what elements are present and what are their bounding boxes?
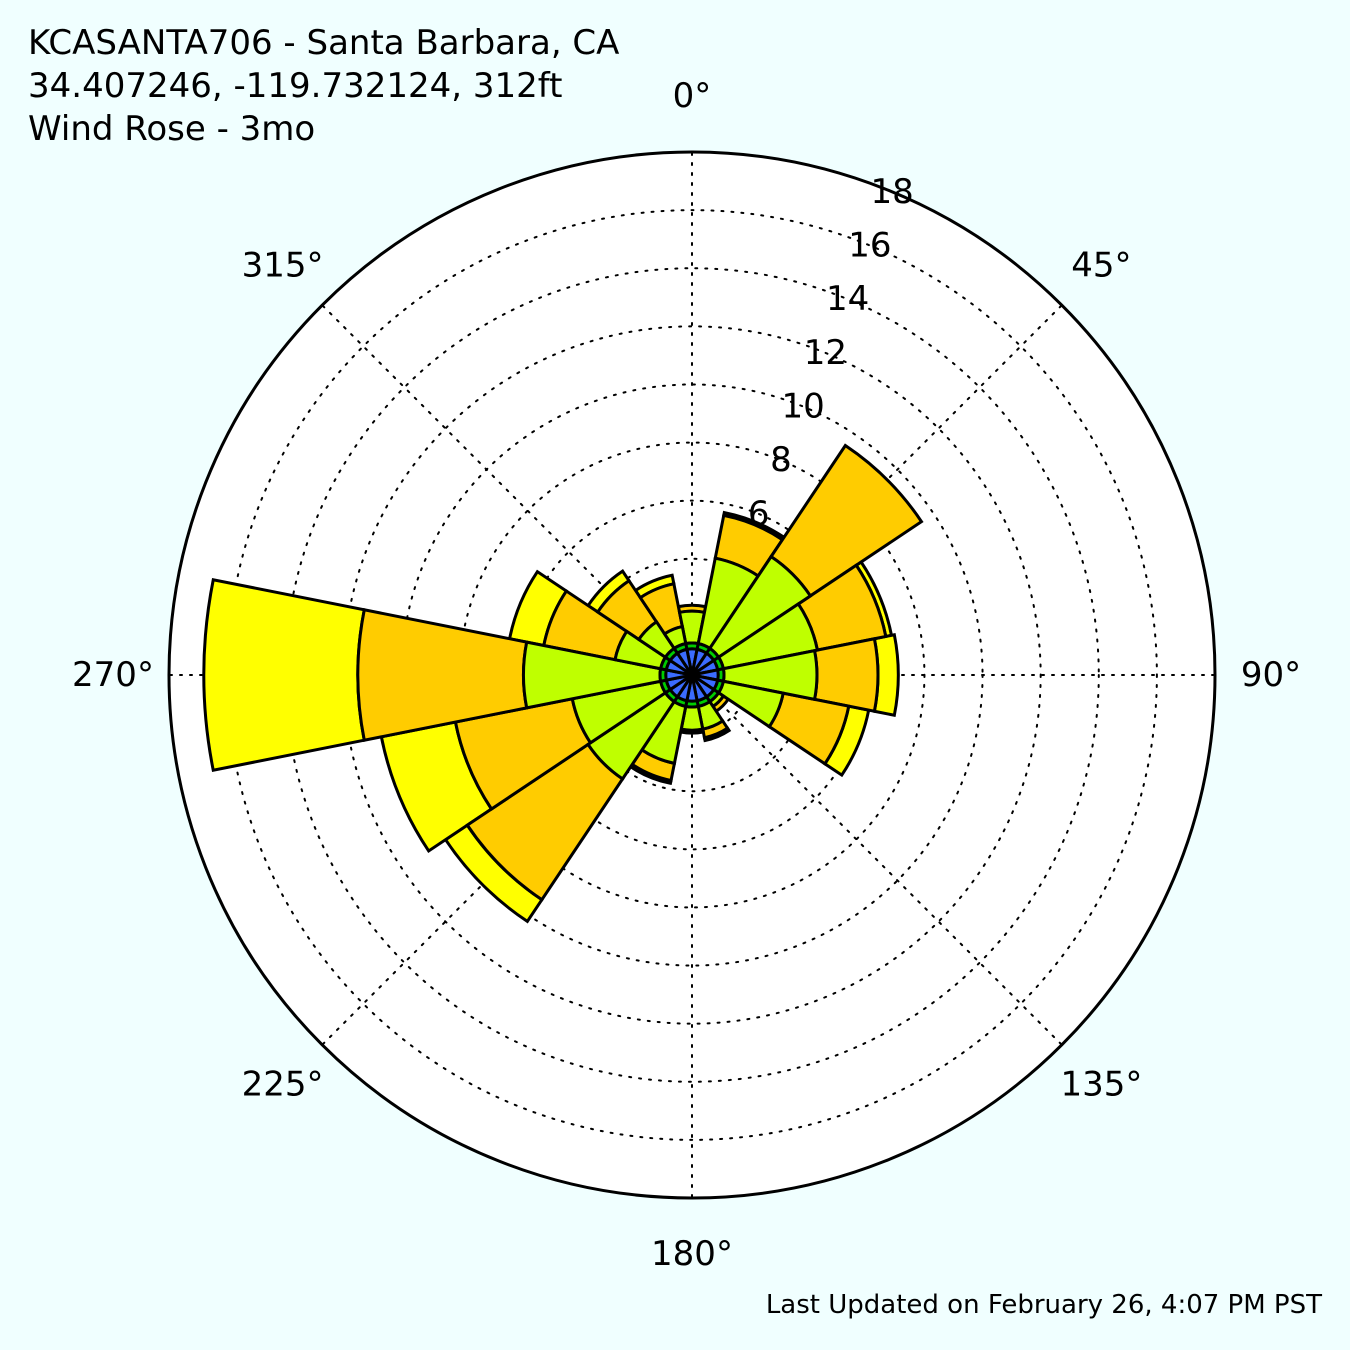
station-coordinates: 34.407246, -119.732124, 312ft (28, 66, 563, 106)
wind-rose-bars (202, 443, 924, 924)
station-title: KCASANTA706 - Santa Barbara, CA (28, 23, 620, 63)
last-updated-text: Last Updated on February 26, 4:07 PM PST (765, 1290, 1322, 1320)
radial-tick-label: 14 (826, 279, 869, 319)
radial-tick-label: 16 (848, 225, 891, 265)
radial-tick-label: 18 (871, 172, 914, 212)
radial-gridline (284, 267, 1100, 1083)
angle-tick-label: 180° (651, 1234, 733, 1274)
angle-tick-label: 90° (1241, 655, 1301, 695)
angle-tick-label: 0° (673, 76, 712, 116)
angle-tick-label: 270° (72, 655, 154, 695)
radial-tick-label: 10 (782, 387, 825, 427)
wind-rose-segment (202, 578, 367, 772)
chart-header: KCASANTA706 - Santa Barbara, CA 34.40724… (28, 22, 619, 151)
axis-labels: 0° 45° 90° 135° 180° 225° 270° 315° 68 10 12 14 16 18 (72, 76, 1301, 1274)
angle-tick-label: 315° (242, 246, 324, 286)
radial-tick-label: 8 (770, 440, 792, 480)
angular-gridline (691, 674, 1063, 1046)
angle-tick-label: 225° (242, 1064, 324, 1104)
wind-rose-segment (675, 647, 694, 676)
radial-gridline (342, 325, 1042, 1025)
angle-tick-label: 135° (1060, 1064, 1142, 1104)
plot-frame (167, 150, 1217, 1200)
radial-tick-label: 12 (804, 333, 847, 373)
angle-tick-label: 45° (1071, 246, 1131, 286)
chart-subtitle: Wind Rose - 3mo (28, 109, 316, 149)
radial-tick-label: 6 (748, 494, 770, 534)
angular-gridline (321, 304, 693, 676)
